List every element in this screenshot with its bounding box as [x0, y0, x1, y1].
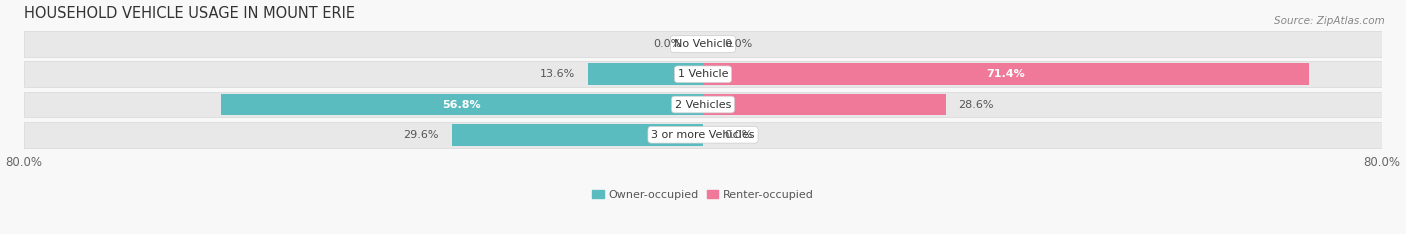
Legend: Owner-occupied, Renter-occupied: Owner-occupied, Renter-occupied — [588, 186, 818, 205]
Bar — [24, 122, 1382, 148]
Bar — [221, 94, 703, 115]
Bar — [24, 62, 1382, 87]
Bar — [24, 92, 1382, 117]
Text: 29.6%: 29.6% — [404, 130, 439, 140]
Bar — [703, 94, 946, 115]
Text: 3 or more Vehicles: 3 or more Vehicles — [651, 130, 755, 140]
Text: 0.0%: 0.0% — [654, 39, 682, 49]
Text: 13.6%: 13.6% — [540, 69, 575, 79]
Text: 28.6%: 28.6% — [959, 99, 994, 110]
Bar — [588, 63, 703, 85]
Text: 1 Vehicle: 1 Vehicle — [678, 69, 728, 79]
Text: HOUSEHOLD VEHICLE USAGE IN MOUNT ERIE: HOUSEHOLD VEHICLE USAGE IN MOUNT ERIE — [24, 6, 356, 21]
Text: Source: ZipAtlas.com: Source: ZipAtlas.com — [1274, 16, 1385, 26]
Text: 71.4%: 71.4% — [987, 69, 1025, 79]
Text: 2 Vehicles: 2 Vehicles — [675, 99, 731, 110]
Bar — [703, 63, 1309, 85]
Bar — [24, 31, 1382, 57]
Bar — [451, 124, 703, 146]
Text: 0.0%: 0.0% — [724, 130, 752, 140]
Text: 0.0%: 0.0% — [724, 39, 752, 49]
Text: No Vehicle: No Vehicle — [673, 39, 733, 49]
Text: 56.8%: 56.8% — [443, 99, 481, 110]
